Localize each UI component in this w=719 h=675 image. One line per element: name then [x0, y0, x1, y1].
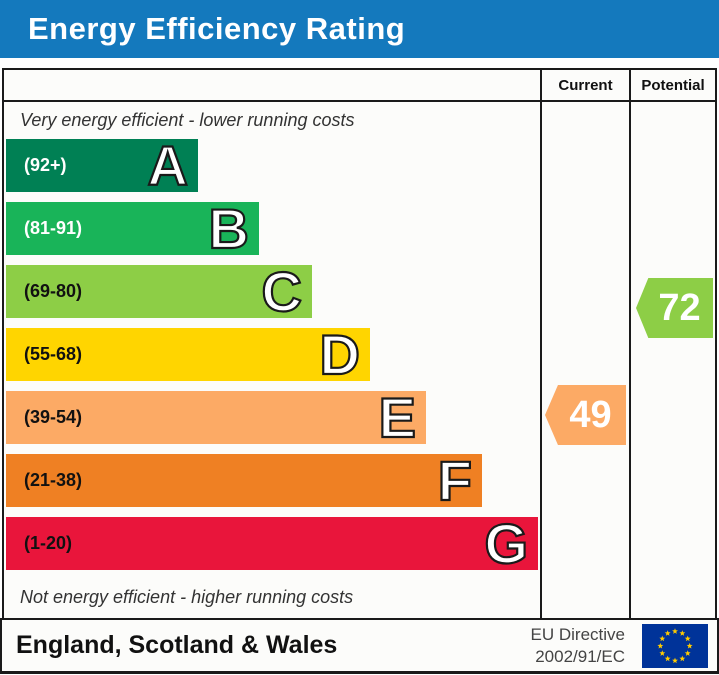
eu-directive-line1: EU Directive — [530, 625, 625, 645]
band-f: (21-38) F — [6, 449, 482, 512]
band-a: (92+) A — [6, 134, 198, 197]
caption-bottom: Not energy efficient - higher running co… — [20, 587, 354, 607]
band-c: (69-80) C — [6, 260, 312, 323]
band-g: (1-20) G — [6, 512, 538, 575]
footer: England, Scotland & Wales EU Directive 2… — [0, 618, 719, 674]
band-b-range: (81-91) — [24, 218, 83, 238]
band-b-letter: B — [207, 197, 250, 260]
band-d-letter: D — [318, 323, 361, 386]
current-column: 49 — [540, 102, 629, 618]
band-b: (81-91) B — [6, 197, 259, 260]
band-f-range: (21-38) — [24, 470, 83, 490]
region-label: England, Scotland & Wales — [16, 631, 338, 659]
current-column-header: Current — [540, 70, 629, 102]
potential-column-header: Potential — [629, 70, 715, 102]
bands-area: Very energy efficient - lower running co… — [4, 102, 540, 618]
potential-column: 72 — [629, 102, 715, 618]
band-e-range: (39-54) — [24, 407, 83, 427]
page-title: Energy Efficiency Rating — [28, 11, 406, 46]
band-e: (39-54) E — [6, 386, 426, 449]
title-bar: Energy Efficiency Rating — [0, 0, 719, 58]
band-f-letter: F — [437, 449, 473, 512]
band-e-letter: E — [378, 386, 418, 449]
band-a-range: (92+) — [24, 155, 67, 175]
band-c-letter: C — [260, 260, 303, 323]
potential-value: 72 — [658, 286, 701, 329]
current-arrow: 49 — [545, 385, 626, 445]
band-g-letter: G — [483, 512, 529, 575]
eu-flag-icon — [642, 623, 708, 668]
band-g-range: (1-20) — [24, 533, 73, 553]
header-spacer — [4, 70, 540, 102]
rating-table: Current Potential Very energy efficient … — [2, 68, 717, 620]
band-d-range: (55-68) — [24, 344, 83, 364]
band-a-letter: A — [146, 134, 189, 197]
potential-arrow: 72 — [636, 278, 713, 338]
current-value: 49 — [569, 393, 612, 436]
caption-top: Very energy efficient - lower running co… — [20, 110, 355, 130]
band-d: (55-68) D — [6, 323, 370, 386]
eu-directive-line2: 2002/91/EC — [535, 646, 625, 666]
band-c-range: (69-80) — [24, 281, 83, 301]
eu-directive-label: EU Directive 2002/91/EC — [531, 624, 625, 667]
